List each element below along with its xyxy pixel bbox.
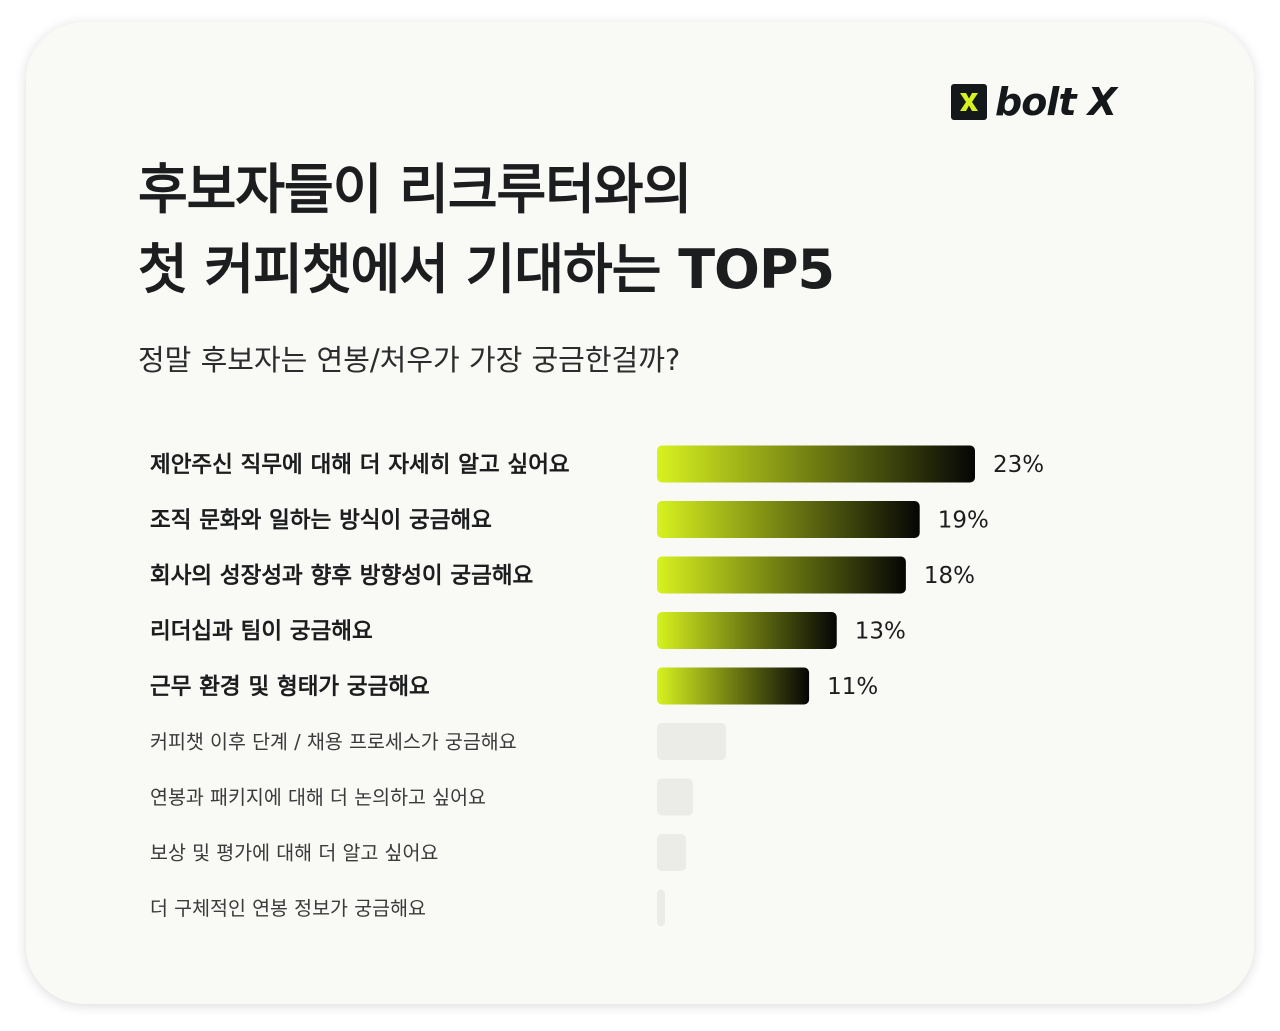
- page-subtitle: 정말 후보자는 연봉/처우가 가장 궁금한걸까?: [138, 343, 681, 377]
- chart-row: 연봉과 패키지에 대해 더 논의하고 싶어요: [150, 778, 693, 816]
- chart-row: 근무 환경 및 형태가 궁금해요 11%: [150, 667, 878, 705]
- logo-x-mark: [960, 93, 978, 111]
- chart-row: 보상 및 평가에 대해 더 알고 싶어요: [150, 834, 687, 871]
- bar: [657, 834, 687, 871]
- bar: [657, 556, 906, 594]
- chart-row: 더 구체적인 연봉 정보가 궁금해요: [150, 889, 665, 927]
- bar: [657, 723, 727, 760]
- value-label: 18%: [924, 563, 975, 589]
- category-label: 커피챗 이후 단계 / 채용 프로세스가 궁금해요: [150, 731, 517, 754]
- chart-row: 커피챗 이후 단계 / 채용 프로세스가 궁금해요: [150, 723, 727, 760]
- bar: [657, 667, 810, 705]
- brand-logo: bolt X: [951, 80, 1117, 124]
- bar: [657, 889, 665, 927]
- page-title-line-2: 첫 커피챗에서 기대하는 TOP5: [138, 238, 835, 301]
- horizontal-bar-chart: 제안주신 직무에 대해 더 자세히 알고 싶어요 23%조직 문화와 일하는 방식…: [150, 445, 1044, 927]
- chart-row: 조직 문화와 일하는 방식이 궁금해요 19%: [150, 501, 989, 538]
- category-label: 회사의 성장성과 향후 방향성이 궁금해요: [150, 563, 533, 589]
- category-label: 더 구체적인 연봉 정보가 궁금해요: [150, 897, 426, 920]
- category-label: 보상 및 평가에 대해 더 알고 싶어요: [150, 842, 438, 865]
- bar: [657, 445, 975, 483]
- value-label: 11%: [827, 674, 878, 700]
- category-label: 근무 환경 및 형태가 궁금해요: [150, 674, 430, 700]
- value-label: 23%: [993, 452, 1044, 478]
- chart-row: 회사의 성장성과 향후 방향성이 궁금해요 18%: [150, 556, 975, 594]
- logo-wordmark: bolt X: [995, 80, 1117, 124]
- bar: [657, 778, 693, 816]
- category-label: 조직 문화와 일하는 방식이 궁금해요: [150, 508, 492, 534]
- category-label: 연봉과 패키지에 대해 더 논의하고 싶어요: [150, 786, 486, 809]
- infographic-card: bolt X 후보자들이 리크루터와의 첫 커피챗에서 기대하는 TOP5 정말…: [26, 22, 1254, 1004]
- page-title: 후보자들이 리크루터와의 첫 커피챗에서 기대하는 TOP5: [138, 150, 835, 310]
- logo-x-icon: [951, 84, 987, 120]
- chart-row: 제안주신 직무에 대해 더 자세히 알고 싶어요 23%: [150, 445, 1044, 483]
- category-label: 리더십과 팀이 궁금해요: [150, 619, 373, 645]
- value-label: 13%: [855, 619, 906, 645]
- page-title-line-1: 후보자들이 리크루터와의: [138, 158, 692, 221]
- category-label: 제안주신 직무에 대해 더 자세히 알고 싶어요: [150, 452, 570, 478]
- chart-row: 리더십과 팀이 궁금해요 13%: [150, 612, 906, 649]
- value-label: 19%: [938, 508, 989, 534]
- bar: [657, 612, 837, 649]
- bar: [657, 501, 920, 538]
